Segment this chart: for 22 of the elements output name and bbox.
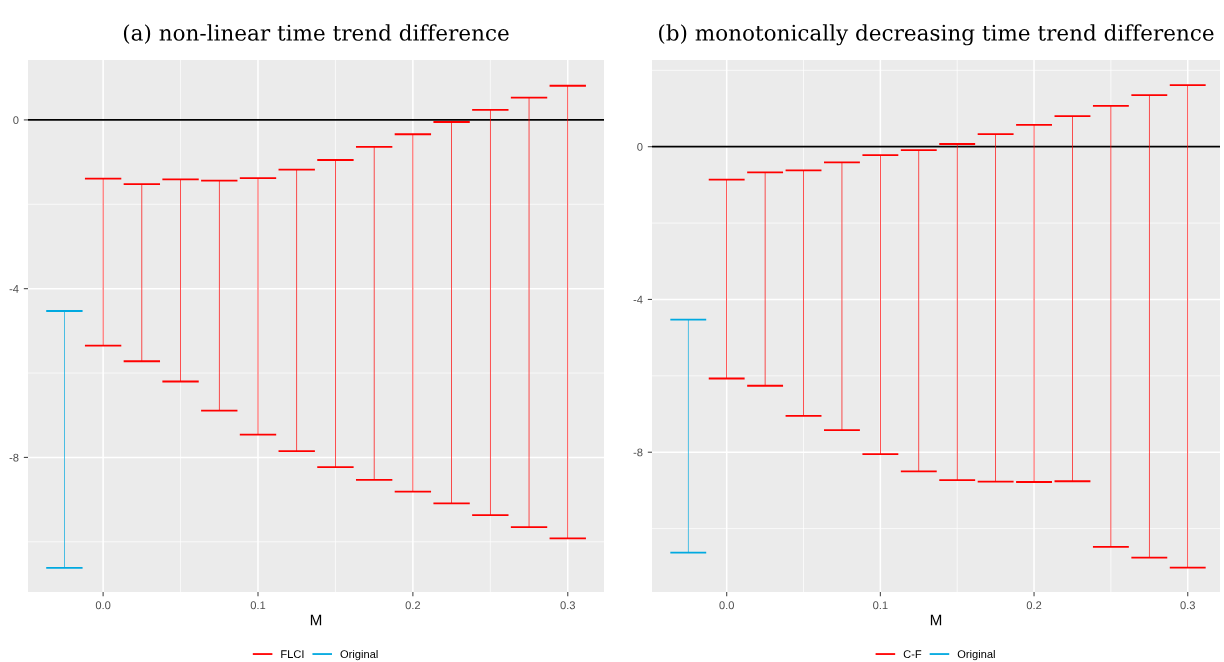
legend-label: Original xyxy=(340,649,378,661)
x-tick-label: 0.3 xyxy=(1180,601,1195,610)
y-tick-label: -4 xyxy=(633,295,643,304)
x-tick-label: 0.1 xyxy=(250,601,266,610)
x-tick-label: 0.3 xyxy=(560,601,575,610)
chart-title: (b) monotonically decreasing time trend difference xyxy=(659,24,1214,46)
x-tick-label: 0.0 xyxy=(719,601,734,610)
x-tick-label: 0.0 xyxy=(95,601,111,610)
legend-label: FLCI xyxy=(281,650,304,659)
legend-label: Original xyxy=(957,649,995,661)
y-tick-label: 0 xyxy=(637,142,643,151)
x-axis-title: M xyxy=(930,614,942,626)
x-tick-label: 0.1 xyxy=(873,601,888,610)
y-tick-label: -8 xyxy=(9,453,19,462)
chart-title: (a) non-linear time trend difference xyxy=(123,24,509,44)
x-axis-title: M xyxy=(310,614,322,626)
y-tick-label: 0 xyxy=(13,116,19,125)
legend-label: C-F xyxy=(903,650,922,659)
x-tick-label: 0.2 xyxy=(1026,601,1042,610)
y-tick-label: -4 xyxy=(9,285,19,293)
y-tick-label: -8 xyxy=(633,448,643,457)
x-tick-label: 0.2 xyxy=(405,601,421,610)
